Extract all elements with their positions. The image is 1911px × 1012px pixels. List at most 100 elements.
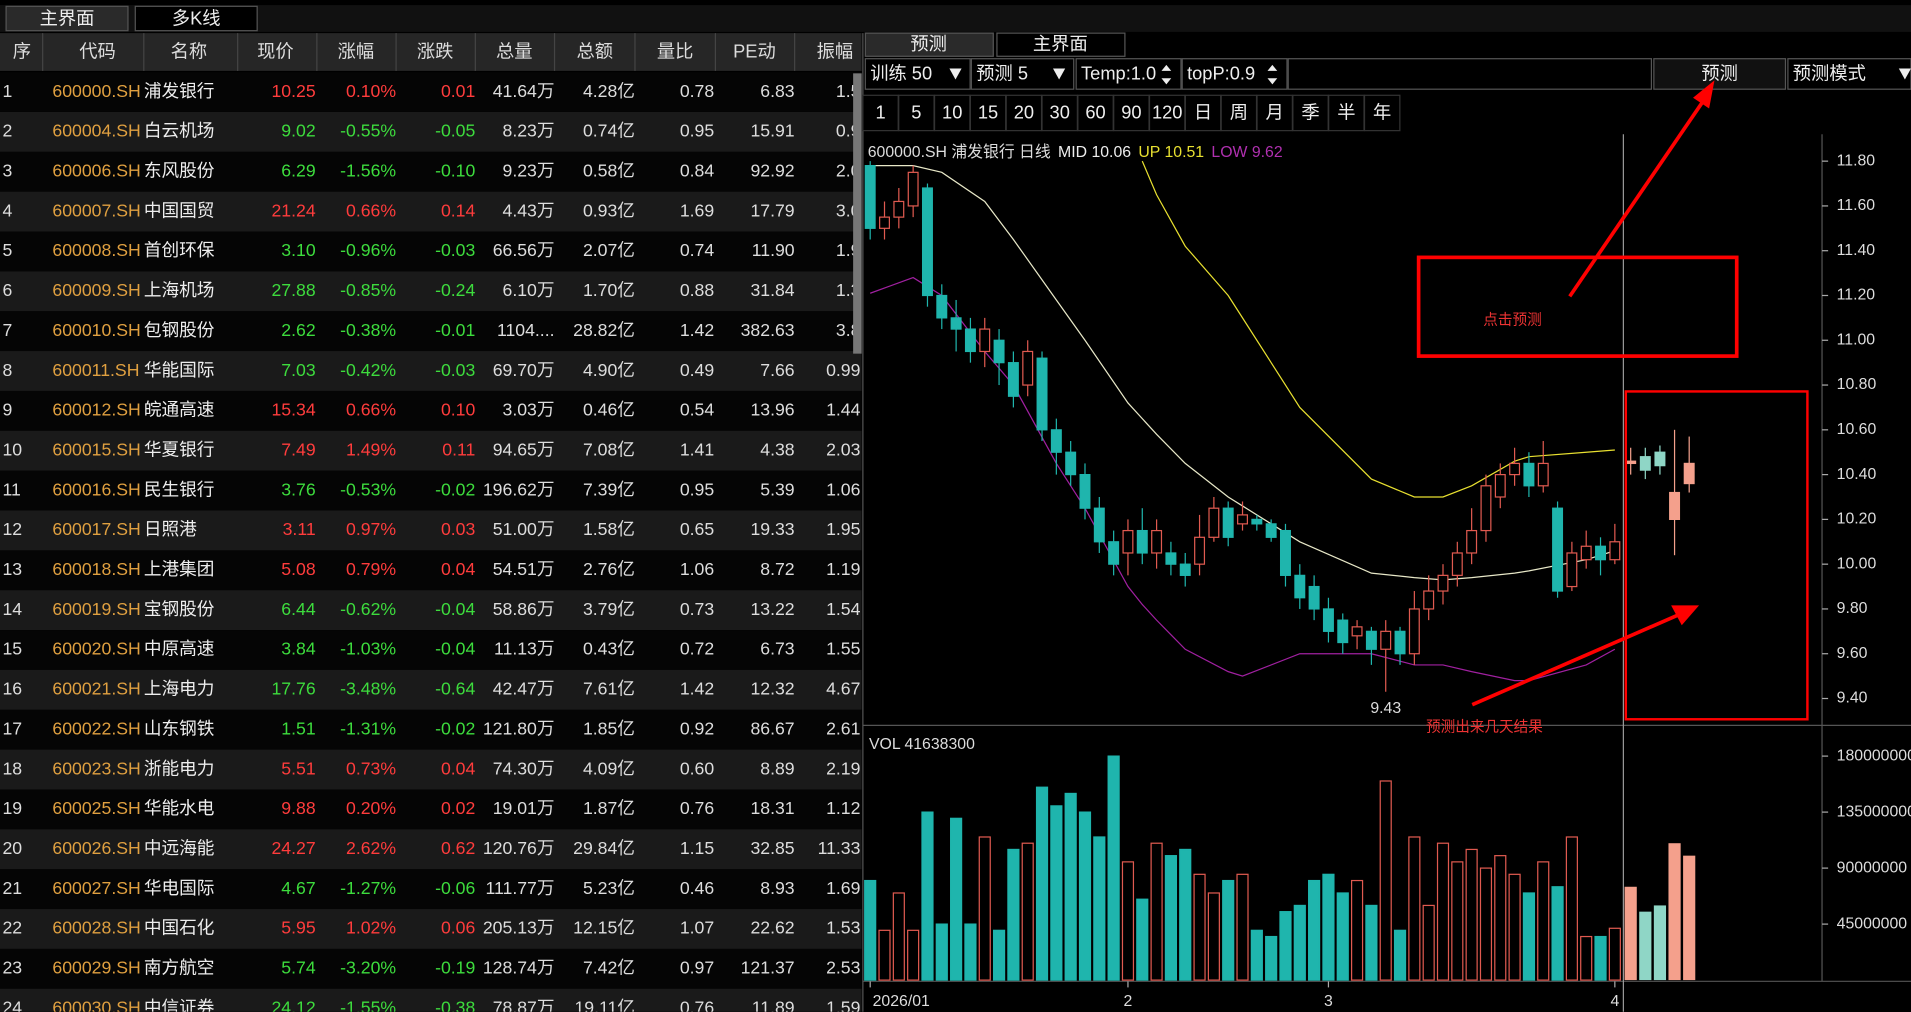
period-label[interactable]: 20 bbox=[1014, 101, 1034, 122]
table-row[interactable]: 19 600025.SH 华能水电 9.88 0.20% 0.02 19.01万 1.87亿 0… bbox=[0, 789, 862, 830]
period-button[interactable] bbox=[1077, 94, 1114, 132]
table-row[interactable]: 24 600030.SH 中信证券 24.12 -1.55% -0.38 78.87万 19.… bbox=[0, 988, 862, 1012]
column-header[interactable]: 名称 bbox=[171, 40, 208, 61]
tab[interactable] bbox=[864, 32, 994, 57]
tab-label[interactable]: 多K线 bbox=[172, 8, 221, 29]
column-header[interactable]: 序 bbox=[13, 40, 31, 61]
period-label[interactable]: 15 bbox=[978, 101, 998, 122]
table-row[interactable]: 3 600006.SH 东风股份 6.29 -1.56% -0.10 9.23万 0.58亿 0… bbox=[0, 151, 862, 192]
column-header[interactable]: 总额 bbox=[576, 40, 613, 61]
column-header[interactable]: 振幅 bbox=[817, 40, 854, 61]
table-row[interactable]: 12 600017.SH 日照港 3.11 0.97% 0.03 51.00万 1.58亿 0.… bbox=[0, 510, 862, 551]
table-row[interactable]: 17 600022.SH 山东钢铁 1.51 -1.31% -0.02 121.80万 1.8… bbox=[0, 709, 862, 750]
column-header[interactable]: 量比 bbox=[657, 40, 694, 61]
period-label[interactable]: 周 bbox=[1230, 101, 1248, 122]
cell: 600029.SH bbox=[52, 958, 140, 978]
table-row[interactable]: 4 600007.SH 中国国贸 21.24 0.66% 0.14 4.43万 0.93亿 1.… bbox=[0, 191, 862, 232]
period-label[interactable]: 90 bbox=[1121, 101, 1141, 122]
table-row[interactable]: 6 600009.SH 上海机场 27.88 -0.85% -0.24 6.10万 1.70亿… bbox=[0, 271, 862, 312]
dropdown-arrow bbox=[1898, 68, 1911, 80]
cell: 41.64万 bbox=[493, 81, 555, 101]
cell: 0.58亿 bbox=[583, 160, 635, 180]
table-row[interactable]: 1 600000.SH 浦发银行 10.25 0.10% 0.01 41.64万 4.28亿 0… bbox=[0, 72, 862, 112]
button-label[interactable]: 预测 bbox=[1701, 62, 1738, 83]
column-header[interactable]: PE动 bbox=[733, 40, 776, 61]
predict-button[interactable] bbox=[1653, 58, 1787, 90]
toolbar-control[interactable] bbox=[864, 58, 971, 90]
period-button[interactable] bbox=[1113, 94, 1150, 132]
cell: 皖通高速 bbox=[144, 400, 215, 420]
period-button[interactable] bbox=[1363, 94, 1401, 132]
table-row[interactable]: 16 600021.SH 上海电力 17.76 -3.48% -0.64 42.47万 7.6… bbox=[0, 669, 862, 710]
control-label[interactable]: Temp:1.0 bbox=[1081, 62, 1156, 83]
period-label[interactable]: 5 bbox=[911, 101, 921, 122]
column-header[interactable]: 涨跌 bbox=[417, 40, 454, 61]
period-label[interactable]: 120 bbox=[1152, 101, 1182, 122]
toolbar-control[interactable] bbox=[1181, 58, 1288, 90]
column-header[interactable]: 总量 bbox=[496, 40, 533, 61]
cell: 1.70亿 bbox=[583, 280, 635, 300]
table-row[interactable]: 10 600015.SH 华夏银行 7.49 1.49% 0.11 94.65万 7.08亿 1… bbox=[0, 430, 862, 471]
period-label[interactable]: 日 bbox=[1194, 101, 1212, 122]
cell: 0.95 bbox=[680, 479, 715, 499]
spin-down[interactable] bbox=[1267, 78, 1278, 85]
table-row[interactable]: 21 600027.SH 华电国际 4.67 -1.27% -0.06 111.77万 5.2… bbox=[0, 869, 862, 910]
table-row[interactable]: 18 600023.SH 浙能电力 5.51 0.73% 0.04 74.30万 4.09亿 0… bbox=[0, 749, 862, 790]
input-box[interactable] bbox=[1287, 58, 1653, 90]
cell: 600006.SH bbox=[52, 160, 140, 180]
period-label[interactable]: 1 bbox=[875, 101, 885, 122]
period-button[interactable] bbox=[1220, 94, 1258, 132]
table-row[interactable]: 11 600016.SH 民生银行 3.76 -0.53% -0.02 196.62万 7.3… bbox=[0, 470, 862, 511]
period-label[interactable]: 10 bbox=[942, 101, 962, 122]
cell: 2.62% bbox=[346, 838, 396, 858]
cell: 4.38 bbox=[760, 439, 795, 459]
tab[interactable] bbox=[996, 32, 1126, 57]
spin-up[interactable] bbox=[1267, 64, 1278, 71]
column-header[interactable]: 代码 bbox=[79, 40, 116, 61]
period-button[interactable] bbox=[1256, 94, 1293, 132]
period-label[interactable]: 30 bbox=[1050, 101, 1070, 122]
period-button[interactable] bbox=[1184, 94, 1222, 132]
period-button[interactable] bbox=[898, 94, 935, 132]
candles bbox=[864, 160, 1621, 692]
table-row[interactable]: 5 600008.SH 首创环保 3.10 -0.96% -0.03 66.56万 2.07亿… bbox=[0, 231, 862, 272]
table-row[interactable]: 13 600018.SH 上港集团 5.08 0.79% 0.04 54.51万 2.76亿 1… bbox=[0, 550, 862, 591]
control-label[interactable]: topP:0.9 bbox=[1187, 62, 1255, 83]
control-label[interactable]: 训练 50 bbox=[870, 62, 932, 83]
table-row[interactable]: 2 600004.SH 白云机场 9.02 -0.55% -0.05 8.23万 0.74亿 0… bbox=[0, 111, 862, 152]
cell: 包钢股份 bbox=[144, 320, 215, 340]
period-button[interactable] bbox=[969, 94, 1007, 132]
table-row[interactable]: 9 600012.SH 皖通高速 15.34 0.66% 0.10 3.03万 0.46亿 0.… bbox=[0, 390, 862, 431]
tab-label[interactable]: 主界面 bbox=[40, 8, 95, 29]
cell: 19.11亿 bbox=[574, 997, 635, 1012]
candle-body bbox=[1036, 357, 1048, 431]
table-row[interactable]: 23 600029.SH 南方航空 5.74 -3.20% -0.19 128.74万 7.4… bbox=[0, 948, 862, 989]
spin-up[interactable] bbox=[1161, 64, 1172, 71]
volume-bar bbox=[1639, 911, 1652, 981]
period-label[interactable]: 半 bbox=[1337, 101, 1355, 122]
table-row[interactable]: 14 600019.SH 宝钢股份 6.44 -0.62% -0.04 58.86万 3.79… bbox=[0, 590, 862, 631]
period-button[interactable] bbox=[862, 94, 899, 132]
table-row[interactable]: 7 600010.SH 包钢股份 2.62 -0.38% -0.01 1104.... 28.… bbox=[0, 311, 862, 352]
table-row[interactable]: 8 600011.SH 华能国际 7.03 -0.42% -0.03 69.70万 4.90亿… bbox=[0, 351, 862, 391]
period-label[interactable]: 月 bbox=[1266, 101, 1284, 122]
spin-down[interactable] bbox=[1161, 78, 1172, 85]
toolbar-control[interactable] bbox=[1075, 58, 1182, 90]
column-header[interactable]: 现价 bbox=[257, 40, 294, 61]
period-label[interactable]: 60 bbox=[1085, 101, 1105, 122]
period-label[interactable]: 季 bbox=[1301, 101, 1319, 122]
tab[interactable] bbox=[134, 5, 258, 32]
table-row[interactable]: 20 600026.SH 中远海能 24.27 2.62% 0.62 120.76万 29.8… bbox=[0, 829, 862, 870]
control-label[interactable]: 预测 5 bbox=[976, 62, 1028, 83]
tab-label[interactable]: 预测 bbox=[910, 33, 947, 54]
control-label[interactable]: 预测模式 bbox=[1793, 62, 1866, 83]
column-header[interactable]: 涨幅 bbox=[338, 40, 375, 61]
period-button[interactable] bbox=[1328, 94, 1365, 132]
table-row[interactable]: 15 600020.SH 中原高速 3.84 -1.03% -0.04 11.13万 0.43… bbox=[0, 630, 862, 670]
period-label[interactable]: 年 bbox=[1373, 101, 1391, 122]
period-button[interactable] bbox=[1005, 94, 1043, 132]
table-row[interactable]: 22 600028.SH 中国石化 5.95 1.02% 0.06 205.13万 12.15… bbox=[0, 909, 862, 949]
mode-select[interactable] bbox=[1787, 58, 1911, 90]
tab-label[interactable]: 主界面 bbox=[1033, 33, 1088, 54]
tab[interactable] bbox=[5, 5, 129, 32]
